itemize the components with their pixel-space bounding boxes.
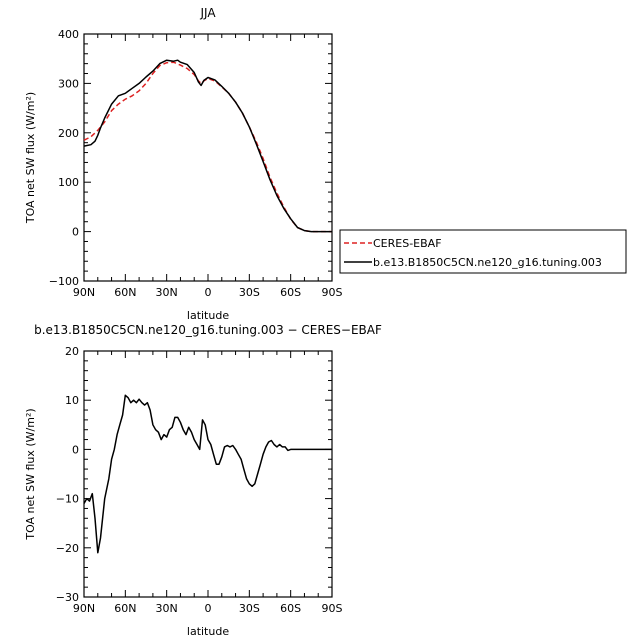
x-axis-label: latitude — [187, 309, 229, 322]
x-tick-label: 90S — [322, 286, 343, 299]
legend: CERES-EBAF b.e13.B1850C5CN.ne120_g16.tuni… — [339, 229, 627, 274]
series-line-0 — [83, 394, 332, 554]
y-tick-label: 0 — [72, 226, 79, 239]
y-tick-label: 20 — [65, 345, 79, 358]
x-tick-label: 90N — [73, 286, 95, 299]
legend-box — [339, 229, 627, 274]
x-axis-label: latitude — [187, 625, 229, 638]
x-tick-label: 0 — [205, 286, 212, 299]
y-tick-label: 100 — [58, 176, 79, 189]
legend-entry: CERES-EBAF — [373, 237, 442, 250]
x-tick-label: 30S — [239, 602, 260, 615]
x-tick-label: 30N — [156, 602, 178, 615]
plot-frame — [83, 33, 333, 282]
difference-panel-plot: 90N 60N 30N 0 30S 60S 90S −30 −20 −10 0 10 20 b.e13.B… — [24, 323, 382, 638]
x-tick-label: 90S — [322, 602, 343, 615]
x-tick-label: 90N — [73, 602, 95, 615]
y-tick-label: 0 — [72, 443, 79, 456]
x-tick-label: 60S — [280, 602, 301, 615]
legend-entry: b.e13.B1850C5CN.ne120_g16.tuning.003 — [373, 256, 602, 269]
y-tick-label: −30 — [56, 591, 79, 604]
y-tick-label: −100 — [49, 275, 79, 288]
x-tick-label: 30N — [156, 286, 178, 299]
x-tick-label: 60N — [114, 286, 136, 299]
x-tick-label: 0 — [205, 602, 212, 615]
plot-frame — [83, 350, 333, 598]
x-tick-label: 60S — [280, 286, 301, 299]
x-tick-label: 30S — [239, 286, 260, 299]
x-tick-label: 60N — [114, 602, 136, 615]
series-line-1 — [83, 59, 332, 233]
y-tick-label: 400 — [58, 28, 79, 41]
y-axis-label: TOA net SW flux (W/m²) — [24, 92, 37, 224]
y-tick-label: 200 — [58, 127, 79, 140]
chart-title: b.e13.B1850C5CN.ne120_g16.tuning.003 − C… — [34, 323, 382, 337]
series-line-0 — [83, 61, 332, 233]
y-tick-label: −20 — [56, 542, 79, 555]
y-tick-label: 10 — [65, 394, 79, 407]
y-tick-label: 300 — [58, 77, 79, 90]
y-axis-label: TOA net SW flux (W/m²) — [24, 408, 37, 540]
top-panel-plot: 90N 60N 30N 0 30S 60S 90S −100 0 100 200 300 400 JJA l… — [24, 6, 343, 322]
y-tick-label: −10 — [56, 493, 79, 506]
chart-title: JJA — [199, 6, 216, 20]
